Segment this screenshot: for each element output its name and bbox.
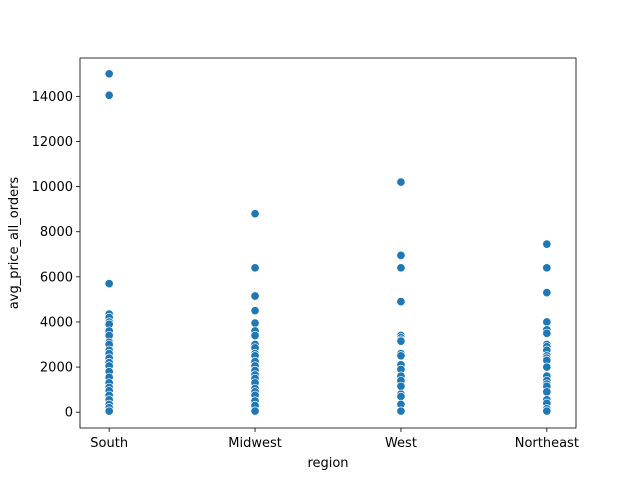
scatter-point (542, 328, 552, 338)
x-tick-label: Northeast (515, 436, 579, 451)
y-tick-label: 14000 (32, 90, 73, 105)
scatter-point (250, 263, 260, 273)
scatter-point (396, 177, 406, 187)
y-tick-label: 0 (65, 406, 73, 421)
scatter-point (104, 406, 114, 416)
y-tick-label: 6000 (40, 270, 73, 285)
scatter-point (396, 381, 406, 391)
scatter-point (104, 279, 114, 289)
x-tick-label: South (90, 436, 128, 451)
scatter-point (396, 250, 406, 260)
y-axis-label: avg_price_all_orders (7, 177, 22, 310)
scatter-point (396, 391, 406, 401)
scatter-point (250, 209, 260, 219)
scatter-point (542, 387, 552, 397)
axis-ticks: 0 2000 4000 6000 8000 10000 12000 14000 South Mid… (32, 90, 579, 451)
scatter-point (396, 263, 406, 273)
plot-frame (79, 57, 577, 429)
y-tick-label: 2000 (40, 361, 73, 376)
y-tick-label: 4000 (40, 315, 73, 330)
scatter-point (542, 239, 552, 249)
y-tick-label: 12000 (32, 135, 73, 150)
scatter-point (396, 336, 406, 346)
scatter-point (250, 291, 260, 301)
scatter-point (542, 288, 552, 298)
y-tick-label: 10000 (32, 180, 73, 195)
x-tick-label: Midwest (228, 436, 282, 451)
scatter-point (250, 406, 260, 416)
scatter-point (396, 351, 406, 361)
data-points (104, 69, 552, 416)
x-axis-label: region (307, 456, 348, 471)
y-tick-label: 8000 (40, 225, 73, 240)
scatter-point (542, 362, 552, 372)
scatter-point (104, 90, 114, 100)
scatter-point (250, 306, 260, 316)
scatter-point (250, 318, 260, 328)
scatter-point (396, 297, 406, 307)
scatter-point (542, 263, 552, 273)
scatter-point (104, 69, 114, 79)
scatter-point (396, 406, 406, 416)
x-tick-label: West (385, 436, 417, 451)
scatter-point (250, 330, 260, 341)
scatter-point (542, 406, 552, 416)
scatter-point (542, 317, 552, 327)
